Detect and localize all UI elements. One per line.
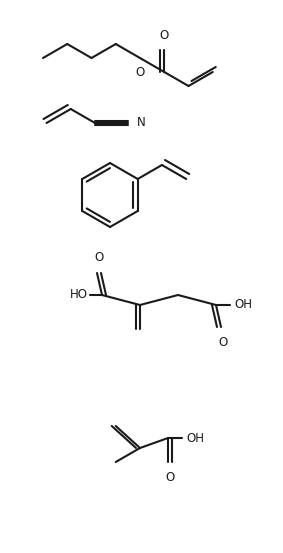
Text: O: O xyxy=(218,336,228,349)
Text: N: N xyxy=(137,117,146,129)
Text: OH: OH xyxy=(234,299,252,311)
Text: O: O xyxy=(94,251,104,264)
Text: O: O xyxy=(165,471,175,484)
Text: O: O xyxy=(160,29,169,42)
Text: OH: OH xyxy=(186,431,204,445)
Text: HO: HO xyxy=(70,289,88,301)
Text: O: O xyxy=(135,66,145,79)
